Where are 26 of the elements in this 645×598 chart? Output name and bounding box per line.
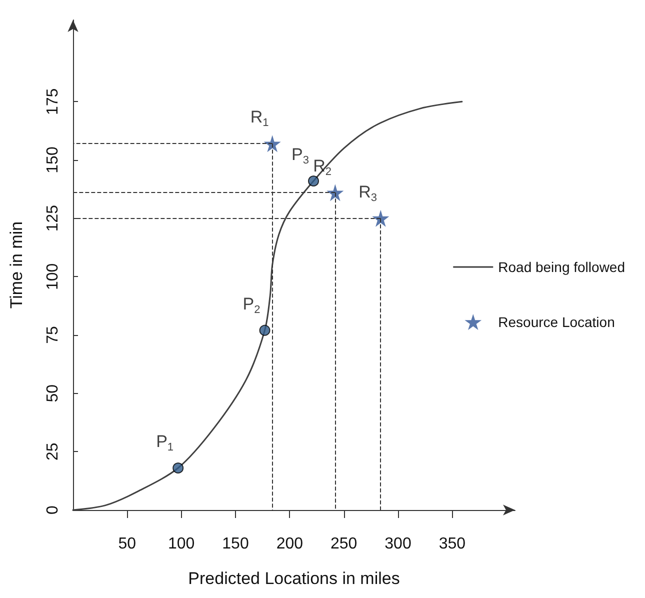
y-tick-label: 100 [44, 263, 62, 290]
point [308, 176, 319, 186]
x-tick-label: 50 [118, 536, 136, 552]
legend-label: Resource Location [498, 314, 615, 330]
x-tick-label: 250 [330, 536, 358, 552]
point [172, 462, 184, 474]
x-tick-label: 300 [384, 536, 412, 552]
x-tick-label: 350 [438, 536, 466, 552]
y-tick-label: 50 [44, 384, 62, 402]
line-series [72, 100, 463, 511]
point [372, 210, 390, 227]
y-tick-label: 25 [44, 442, 62, 461]
legend-label: Road being followed [498, 259, 626, 275]
x-tick-label: 150 [222, 536, 249, 552]
point [326, 184, 344, 202]
y-tick-label: 75 [44, 326, 62, 344]
y-axis-title: Time in min [7, 221, 26, 309]
x-tick-label: 100 [168, 536, 195, 552]
point [264, 135, 281, 152]
point [259, 324, 270, 336]
x-tick-label: 200 [276, 536, 304, 552]
y-tick-label: 150 [44, 146, 62, 174]
x-axis-title: Predicted Locations in miles [188, 569, 400, 588]
y-tick-label: 125 [44, 204, 62, 232]
y-tick-label: 0 [44, 505, 62, 514]
y-tick-label: 175 [44, 88, 62, 116]
